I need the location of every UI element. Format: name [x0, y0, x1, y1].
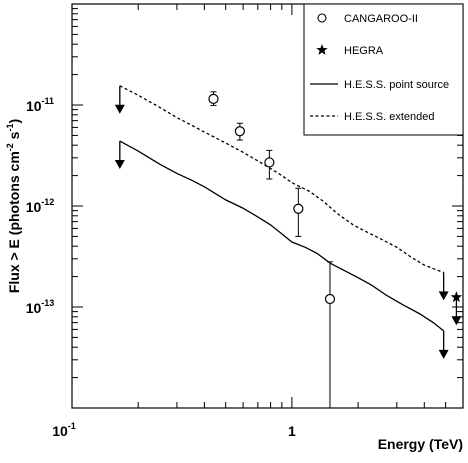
data-point-star	[450, 291, 463, 303]
y-axis-label-exponent: -2	[5, 143, 15, 151]
legend-label: H.E.S.S. extended	[344, 111, 435, 123]
x-tick-label-exponent: -1	[68, 421, 76, 431]
upper-limit-arrow-head	[114, 104, 125, 114]
legend-label: H.E.S.S. point source	[344, 79, 449, 91]
y-axis-label-text: Flux > E (photons cm	[6, 151, 22, 293]
y-tick-label-exponent: -13	[41, 298, 54, 308]
data-point	[264, 157, 275, 168]
legend-box	[303, 3, 464, 136]
upper-limit-arrow-head	[451, 316, 462, 326]
legend-symbol-star	[316, 44, 328, 55]
y-tick-label-exponent: -12	[41, 197, 54, 207]
series-h-e-s-s-extended	[114, 85, 462, 326]
legend-entry: H.E.S.S. extended	[310, 111, 435, 123]
legend: CANGAROO-II HEGRA H.E.S.S. point source H.E…	[303, 3, 464, 136]
y-tick-label-base: 10	[26, 300, 42, 316]
legend-symbol-circle	[317, 13, 327, 23]
data-point	[208, 93, 219, 104]
x-tick-label: 1	[288, 423, 296, 439]
data-point	[324, 293, 336, 305]
y-axis-label-text: s	[6, 131, 22, 143]
data-point	[293, 203, 304, 214]
upper-limit-arrow-head	[438, 349, 449, 359]
upper-limit-arrow-head	[114, 160, 125, 170]
y-tick-label: 10-11	[26, 96, 54, 114]
series-line	[119, 85, 444, 274]
y-axis-label-text: )	[6, 119, 22, 124]
x-tick-label-base: 10	[52, 423, 68, 439]
y-tick-label-exponent: -11	[42, 96, 55, 106]
y-tick-label-base: 10	[26, 98, 42, 114]
y-axis-label-exponent: -1	[5, 123, 15, 131]
legend-entry: CANGAROO-II	[317, 13, 418, 25]
series-line	[119, 140, 445, 332]
series-hegra	[450, 291, 463, 303]
series-layer	[114, 85, 463, 408]
x-tick-labels: 10-1 1	[52, 421, 296, 439]
y-tick-label: 10-13	[26, 298, 55, 316]
x-axis-label: Energy (TeV)	[378, 436, 463, 452]
upper-limit-arrow-head	[438, 291, 449, 301]
legend-label: CANGAROO-II	[344, 13, 418, 25]
y-tick-label-base: 10	[26, 199, 42, 215]
data-point	[234, 126, 245, 137]
legend-entry: HEGRA	[316, 44, 384, 57]
series-cangaroo-ii	[208, 91, 336, 408]
y-axis-label: Flux > E (photons cm-2 s-1)	[5, 119, 22, 293]
series-h-e-s-s-point-source	[114, 140, 449, 359]
legend-label: HEGRA	[344, 45, 384, 57]
x-tick-label: 10-1	[52, 421, 76, 439]
legend-entry: H.E.S.S. point source	[310, 79, 449, 91]
y-tick-label: 10-12	[26, 197, 55, 215]
x-tick-label-base: 1	[288, 423, 296, 439]
